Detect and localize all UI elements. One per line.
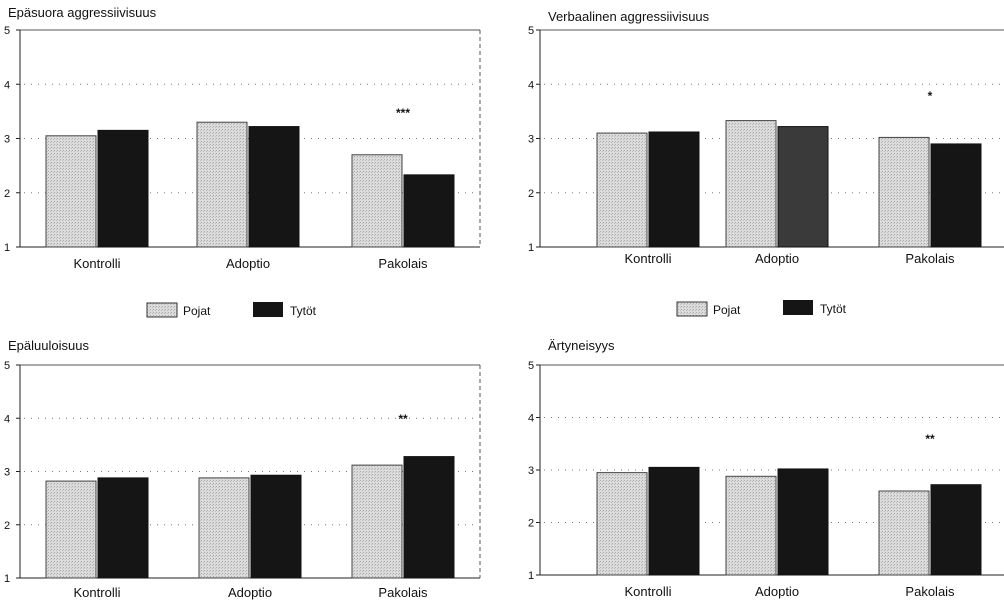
y-tick-label: 1 [528,570,534,582]
legend-swatch-boys [676,301,708,317]
panel-title: Ärtyneisyys [548,338,615,353]
bar-tytot-pakolais [930,143,982,248]
significance-marker: ** [925,432,935,446]
panel-artyneisyys: Ärtyneisyys 1 2 3 4 5 Kontrolli Adoptio Pakolai… [528,338,1004,599]
y-tick-label: 5 [528,25,534,37]
legend-label-boys: Pojat [713,303,741,317]
y-tick-label: 2 [528,188,534,200]
y-tick-label: 4 [528,413,534,425]
significance-marker: * [928,89,933,103]
bar-pojat-kontrolli [45,480,97,579]
panel-epasuora-aggressiivisuus: Epäsuora aggressiivisuus 1 2 3 4 5 Kontrolli A… [4,5,481,271]
y-tick-label: 3 [528,465,534,477]
bar-tytot-pakolais [403,456,455,579]
legend-label-girls: Tytöt [290,304,317,318]
panel-verbaalinen-aggressiivisuus: Verbaalinen aggressiivisuus 1 2 3 4 5 Kontrol… [528,9,1004,266]
bar-pojat-adoptio [198,477,250,579]
significance-marker: *** [396,106,410,120]
bar-pojat-adoptio [196,121,248,248]
y-tick-label: 5 [528,360,534,372]
bar-tytot-adoptio [248,126,300,248]
category-label: Pakolais [905,584,955,599]
significance-marker: ** [398,412,408,426]
category-label: Adoptio [755,251,799,266]
bar-tytot-kontrolli [648,131,700,248]
category-label: Pakolais [378,585,428,600]
y-tick-label: 3 [528,134,534,146]
category-label: Kontrolli [74,585,121,600]
bar-pojat-kontrolli [596,132,648,248]
legend-label-girls: Tytöt [820,302,847,316]
y-tick-label: 4 [4,413,10,425]
legend-left: Pojat Tytöt [146,302,317,318]
y-tick-label: 4 [528,79,534,91]
bar-tytot-kontrolli [97,129,149,248]
y-tick-label: 3 [4,467,10,479]
bar-pojat-adoptio [725,475,777,576]
y-tick-label: 4 [4,79,10,91]
y-tick-label: 2 [4,188,10,200]
category-label: Kontrolli [625,584,672,599]
bar-pojat-pakolais [878,490,930,576]
bar-pojat-pakolais [351,464,403,579]
bar-pojat-pakolais [878,136,930,248]
y-tick-label: 5 [4,360,10,372]
panel-epaluuloisuus: Epäluuloisuus 1 2 3 4 5 Kontrolli Adoptio Pakol… [4,338,481,600]
bar-pojat-kontrolli [45,135,97,248]
y-tick-label: 1 [4,242,10,254]
bar-pojat-adoptio [725,120,777,248]
bar-tytot-pakolais [403,174,455,248]
y-tick-label: 2 [4,520,10,532]
legend-right: Pojat Tytöt [676,300,847,317]
bar-tytot-adoptio [777,126,829,248]
category-label: Kontrolli [74,256,121,271]
bar-tytot-pakolais [930,484,982,576]
bar-tytot-adoptio [250,474,302,579]
bar-pojat-kontrolli [596,472,648,576]
panel-title: Epäsuora aggressiivisuus [8,5,157,20]
legend-swatch-boys [146,302,178,318]
bar-tytot-kontrolli [97,477,149,579]
bar-pojat-pakolais [351,154,403,248]
panel-title: Verbaalinen aggressiivisuus [548,9,710,24]
category-label: Adoptio [755,584,799,599]
y-tick-label: 3 [4,134,10,146]
legend-swatch-girls [783,300,813,315]
legend-swatch-girls [253,302,283,317]
y-tick-label: 1 [528,242,534,254]
y-tick-label: 5 [4,25,10,37]
y-tick-label: 1 [4,573,10,585]
bar-tytot-adoptio [777,468,829,576]
category-label: Adoptio [228,585,272,600]
category-label: Pakolais [905,251,955,266]
category-label: Adoptio [226,256,270,271]
y-tick-label: 2 [528,518,534,530]
category-label: Kontrolli [625,251,672,266]
panel-title: Epäluuloisuus [8,338,89,353]
bar-tytot-kontrolli [648,466,700,576]
category-label: Pakolais [378,256,428,271]
legend-label-boys: Pojat [183,304,211,318]
